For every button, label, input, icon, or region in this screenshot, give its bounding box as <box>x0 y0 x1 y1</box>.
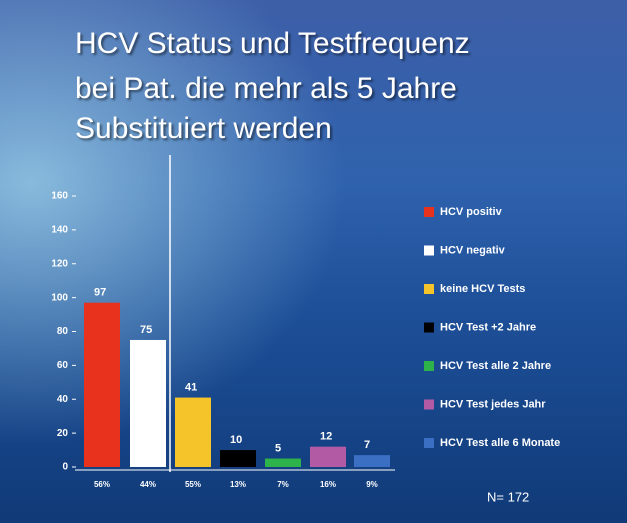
title-line: bei Pat. die mehr als 5 Jahre <box>75 72 457 105</box>
y-tick-label: 80 <box>57 326 69 337</box>
legend-swatch <box>424 399 434 410</box>
legend-label: HCV Test alle 2 Jahre <box>440 360 551 372</box>
data-label: 97 <box>94 287 106 299</box>
bar <box>84 302 120 467</box>
y-tick-label: 0 <box>62 462 68 473</box>
x-tick-label: 16% <box>320 480 336 489</box>
bar <box>175 397 211 467</box>
bar <box>130 339 166 467</box>
data-label: 7 <box>364 439 370 451</box>
data-label: 5 <box>275 442 281 454</box>
bar <box>354 455 390 467</box>
y-tick-label: 100 <box>51 292 68 303</box>
y-tick-label: 140 <box>51 225 68 236</box>
x-tick-label: 44% <box>140 480 156 489</box>
legend-swatch <box>424 245 434 256</box>
x-tick-label: 9% <box>366 480 378 489</box>
legend-swatch <box>424 361 434 371</box>
y-tick-label: 40 <box>57 394 69 405</box>
legend-label: HCV negativ <box>440 244 506 256</box>
bar <box>220 450 256 467</box>
x-tick-label: 55% <box>185 480 201 489</box>
legend-swatch <box>424 284 434 294</box>
y-tick-label: 120 <box>51 258 68 269</box>
legend-label: keine HCV Tests <box>440 283 525 295</box>
legend-label: HCV Test jedes Jahr <box>440 398 546 410</box>
annotation: N= 172 <box>487 489 529 504</box>
bar <box>265 458 301 467</box>
title-line: HCV Status und Testfrequenz <box>75 27 470 60</box>
x-tick-label: 13% <box>230 480 246 489</box>
data-label: 41 <box>185 381 197 393</box>
legend-label: HCV Test alle 6 Monate <box>440 437 560 449</box>
x-tick-label: 56% <box>94 480 110 489</box>
data-label: 12 <box>320 431 332 443</box>
bar <box>310 446 346 467</box>
y-tick-label: 20 <box>57 428 69 439</box>
data-label: 10 <box>230 434 242 446</box>
y-tick-label: 60 <box>57 360 69 371</box>
legend-swatch <box>424 438 434 448</box>
legend-swatch <box>424 322 434 333</box>
x-tick-label: 7% <box>277 480 289 489</box>
legend-label: HCV positiv <box>440 206 503 218</box>
legend-swatch <box>424 207 434 217</box>
title-line: Substituiert werden <box>75 112 332 145</box>
y-tick-label: 160 <box>51 191 68 202</box>
legend-label: HCV Test +2 Jahre <box>440 321 536 333</box>
data-label: 75 <box>140 324 152 336</box>
